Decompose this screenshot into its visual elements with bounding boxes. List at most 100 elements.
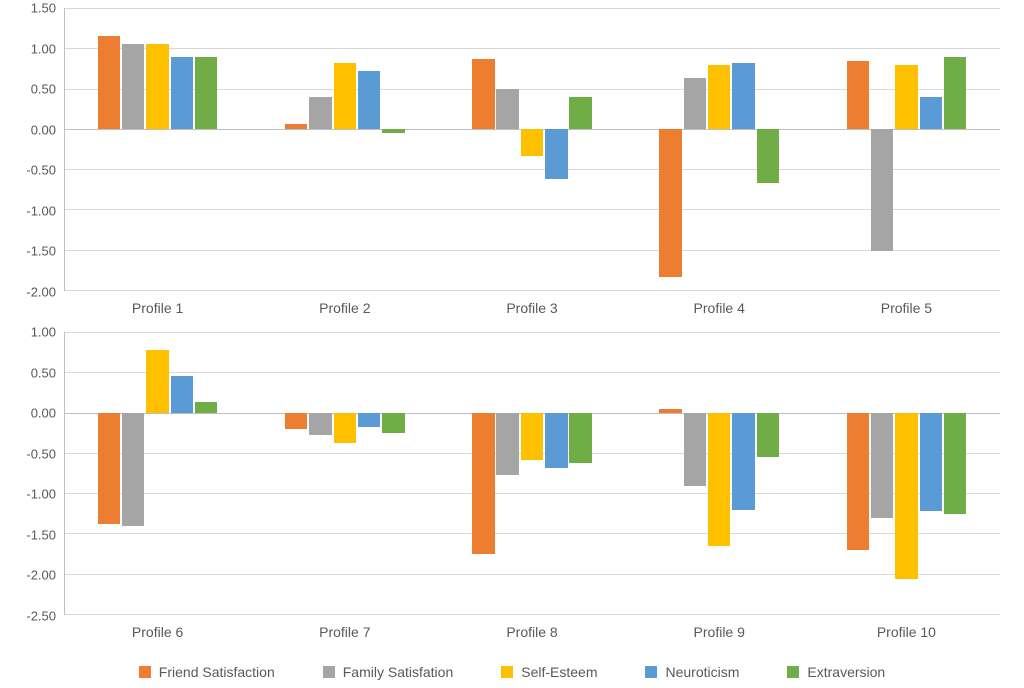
y-tick-label: -1.00 [26, 487, 56, 502]
bar [732, 413, 754, 510]
legend-swatch [787, 666, 799, 678]
bar-group [626, 8, 813, 291]
x-axis-labels: Profile 1Profile 2Profile 3Profile 4Prof… [64, 296, 1000, 322]
bar [309, 413, 331, 436]
category-label: Profile 8 [438, 620, 625, 646]
bar-group [626, 332, 813, 615]
bar [382, 413, 404, 433]
y-tick-label: -2.50 [26, 609, 56, 624]
bar [334, 63, 356, 129]
bar [732, 63, 754, 129]
bar-group [251, 8, 438, 291]
category-label: Profile 7 [251, 620, 438, 646]
bar [920, 97, 942, 129]
category-label: Profile 2 [251, 296, 438, 322]
plot-area [64, 8, 1000, 292]
bar [521, 129, 543, 156]
y-tick-label: -2.00 [26, 285, 56, 300]
bar [895, 65, 917, 130]
bar-group [813, 8, 1000, 291]
bar [521, 413, 543, 460]
bar [472, 59, 494, 129]
bar [569, 413, 591, 463]
bar [334, 413, 356, 443]
legend-swatch [323, 666, 335, 678]
y-tick-label: -1.50 [26, 244, 56, 259]
legend-item-neuroticism: Neuroticism [645, 664, 739, 680]
bar-group [251, 332, 438, 615]
bar [895, 413, 917, 579]
y-axis-labels: -2.00-1.50-1.00-0.500.000.501.001.50 [14, 8, 60, 292]
bar [684, 78, 706, 129]
bar [472, 413, 494, 555]
bar [757, 413, 779, 457]
bar [920, 413, 942, 512]
legend-item-family: Family Satisfation [323, 664, 453, 680]
bar [285, 124, 307, 129]
legend-label: Family Satisfation [343, 664, 453, 680]
y-tick-label: -1.00 [26, 203, 56, 218]
y-tick-label: -0.50 [26, 163, 56, 178]
legend-swatch [139, 666, 151, 678]
bar [871, 129, 893, 250]
y-tick-label: -2.00 [26, 568, 56, 583]
bar [545, 413, 567, 468]
bar [708, 65, 730, 130]
x-axis-labels: Profile 6Profile 7Profile 8Profile 9Prof… [64, 620, 1000, 646]
chart-panel-top: -2.00-1.50-1.00-0.500.000.501.001.50 Pro… [14, 8, 1010, 322]
y-tick-label: -1.50 [26, 527, 56, 542]
category-label: Profile 5 [813, 296, 1000, 322]
bar [146, 44, 168, 129]
legend-label: Self-Esteem [521, 664, 597, 680]
bar [382, 129, 404, 133]
bar [757, 129, 779, 183]
bar [98, 413, 120, 525]
bar [309, 97, 331, 129]
bar [944, 57, 966, 130]
bar [847, 61, 869, 130]
bar [708, 413, 730, 546]
bar [944, 413, 966, 514]
legend-item-extraversion: Extraversion [787, 664, 885, 680]
bar [684, 413, 706, 486]
bar [496, 89, 518, 129]
bar-groups [64, 8, 1000, 291]
bar [146, 350, 168, 413]
bar [98, 36, 120, 129]
category-label: Profile 9 [626, 620, 813, 646]
legend-label: Neuroticism [665, 664, 739, 680]
y-tick-label: 1.50 [31, 1, 56, 16]
y-tick-label: 0.00 [31, 406, 56, 421]
bar [545, 129, 567, 179]
bar-group [64, 8, 251, 291]
bar-group [438, 332, 625, 615]
y-tick-label: 0.50 [31, 82, 56, 97]
bar [195, 57, 217, 130]
y-axis-labels: -2.50-2.00-1.50-1.00-0.500.000.501.00 [14, 332, 60, 616]
bar [496, 413, 518, 475]
bar-groups [64, 332, 1000, 615]
bar [569, 97, 591, 129]
legend-swatch [645, 666, 657, 678]
category-label: Profile 4 [626, 296, 813, 322]
bar [847, 413, 869, 550]
y-tick-label: 1.00 [31, 325, 56, 340]
bar [122, 44, 144, 129]
chart-panel-bottom: -2.50-2.00-1.50-1.00-0.500.000.501.00 Pr… [14, 332, 1010, 646]
bar [285, 413, 307, 429]
legend-label: Friend Satisfaction [159, 664, 275, 680]
y-tick-label: 1.00 [31, 41, 56, 56]
bar-group [438, 8, 625, 291]
legend-swatch [501, 666, 513, 678]
y-tick-label: -0.50 [26, 446, 56, 461]
bar [358, 413, 380, 427]
y-tick-label: 0.00 [31, 122, 56, 137]
legend-item-friend: Friend Satisfaction [139, 664, 275, 680]
plot-area [64, 332, 1000, 616]
category-label: Profile 6 [64, 620, 251, 646]
bar [195, 402, 217, 413]
category-label: Profile 10 [813, 620, 1000, 646]
bar [122, 413, 144, 526]
bar [171, 57, 193, 130]
bar-group [64, 332, 251, 615]
